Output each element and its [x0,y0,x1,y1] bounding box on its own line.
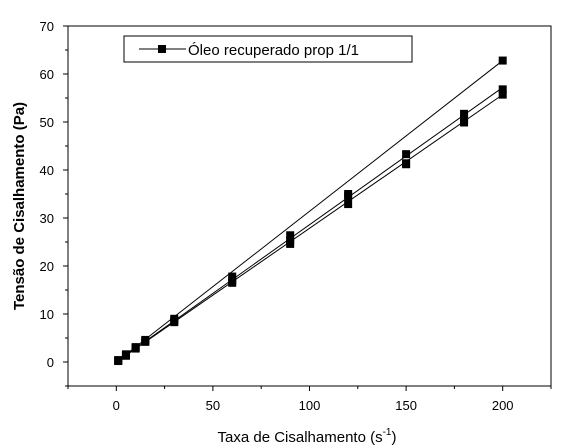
x-axis-title-suffix: ) [392,429,397,446]
series-3-point-1 [114,357,123,366]
series-2-point-8 [344,192,353,201]
x-tick-label-100: 100 [299,398,321,413]
x-tick-label-150: 150 [395,398,417,413]
series-3-point-7 [286,239,295,248]
legend-marker-square [158,45,166,53]
y-tick-label-50: 50 [40,115,54,130]
y-axis-title: Tensão de Cisalhamento (Pa) [11,102,28,310]
series-2-point-11 [498,85,507,94]
y-tick-label-70: 70 [40,19,54,34]
series-3-point-6 [228,278,237,287]
y-tick-label-0: 0 [47,355,54,370]
y-tick-label-60: 60 [40,67,54,82]
fit-lines [115,60,504,363]
series-3-point-2 [121,351,130,360]
series-1-point-7 [286,231,295,240]
y-tick-label-40: 40 [40,163,54,178]
series-3-point-11 [498,90,507,99]
series-3-point-5 [170,318,179,327]
y-tick-label-20: 20 [40,259,54,274]
legend: Óleo recuperado prop 1/1 [123,35,413,63]
x-tick-label-50: 50 [206,398,220,413]
series-2-fit-line [116,87,503,363]
series-3-point-10 [460,118,469,127]
x-tick-label-200: 200 [492,398,514,413]
x-axis-title: Taxa de Cisalhamento (s-1) [218,427,397,446]
data-points [114,56,507,366]
series-3-point-9 [402,160,411,169]
series-1-fit-line [115,60,504,363]
series-3-fit-line [116,94,503,363]
series-3-point-4 [141,337,150,346]
x-axis-title-superscript: -1 [383,427,392,438]
series-3-point-8 [344,200,353,209]
series-1-point-11 [498,56,507,65]
y-tick-label-10: 10 [40,307,54,322]
axis-tick-labels: 0 50 100 150 200 0 10 20 30 40 50 60 70 [40,19,514,413]
y-tick-label-30: 30 [40,211,54,226]
series-1-point-10 [460,109,469,118]
legend-label: Óleo recuperado prop 1/1 [188,42,359,59]
series-3-point-3 [131,344,140,353]
x-axis-title-main: Taxa de Cisalhamento (s [218,429,383,446]
x-tick-label-0: 0 [113,398,120,413]
axis-ticks [63,25,552,391]
series-1-point-9 [402,150,411,159]
